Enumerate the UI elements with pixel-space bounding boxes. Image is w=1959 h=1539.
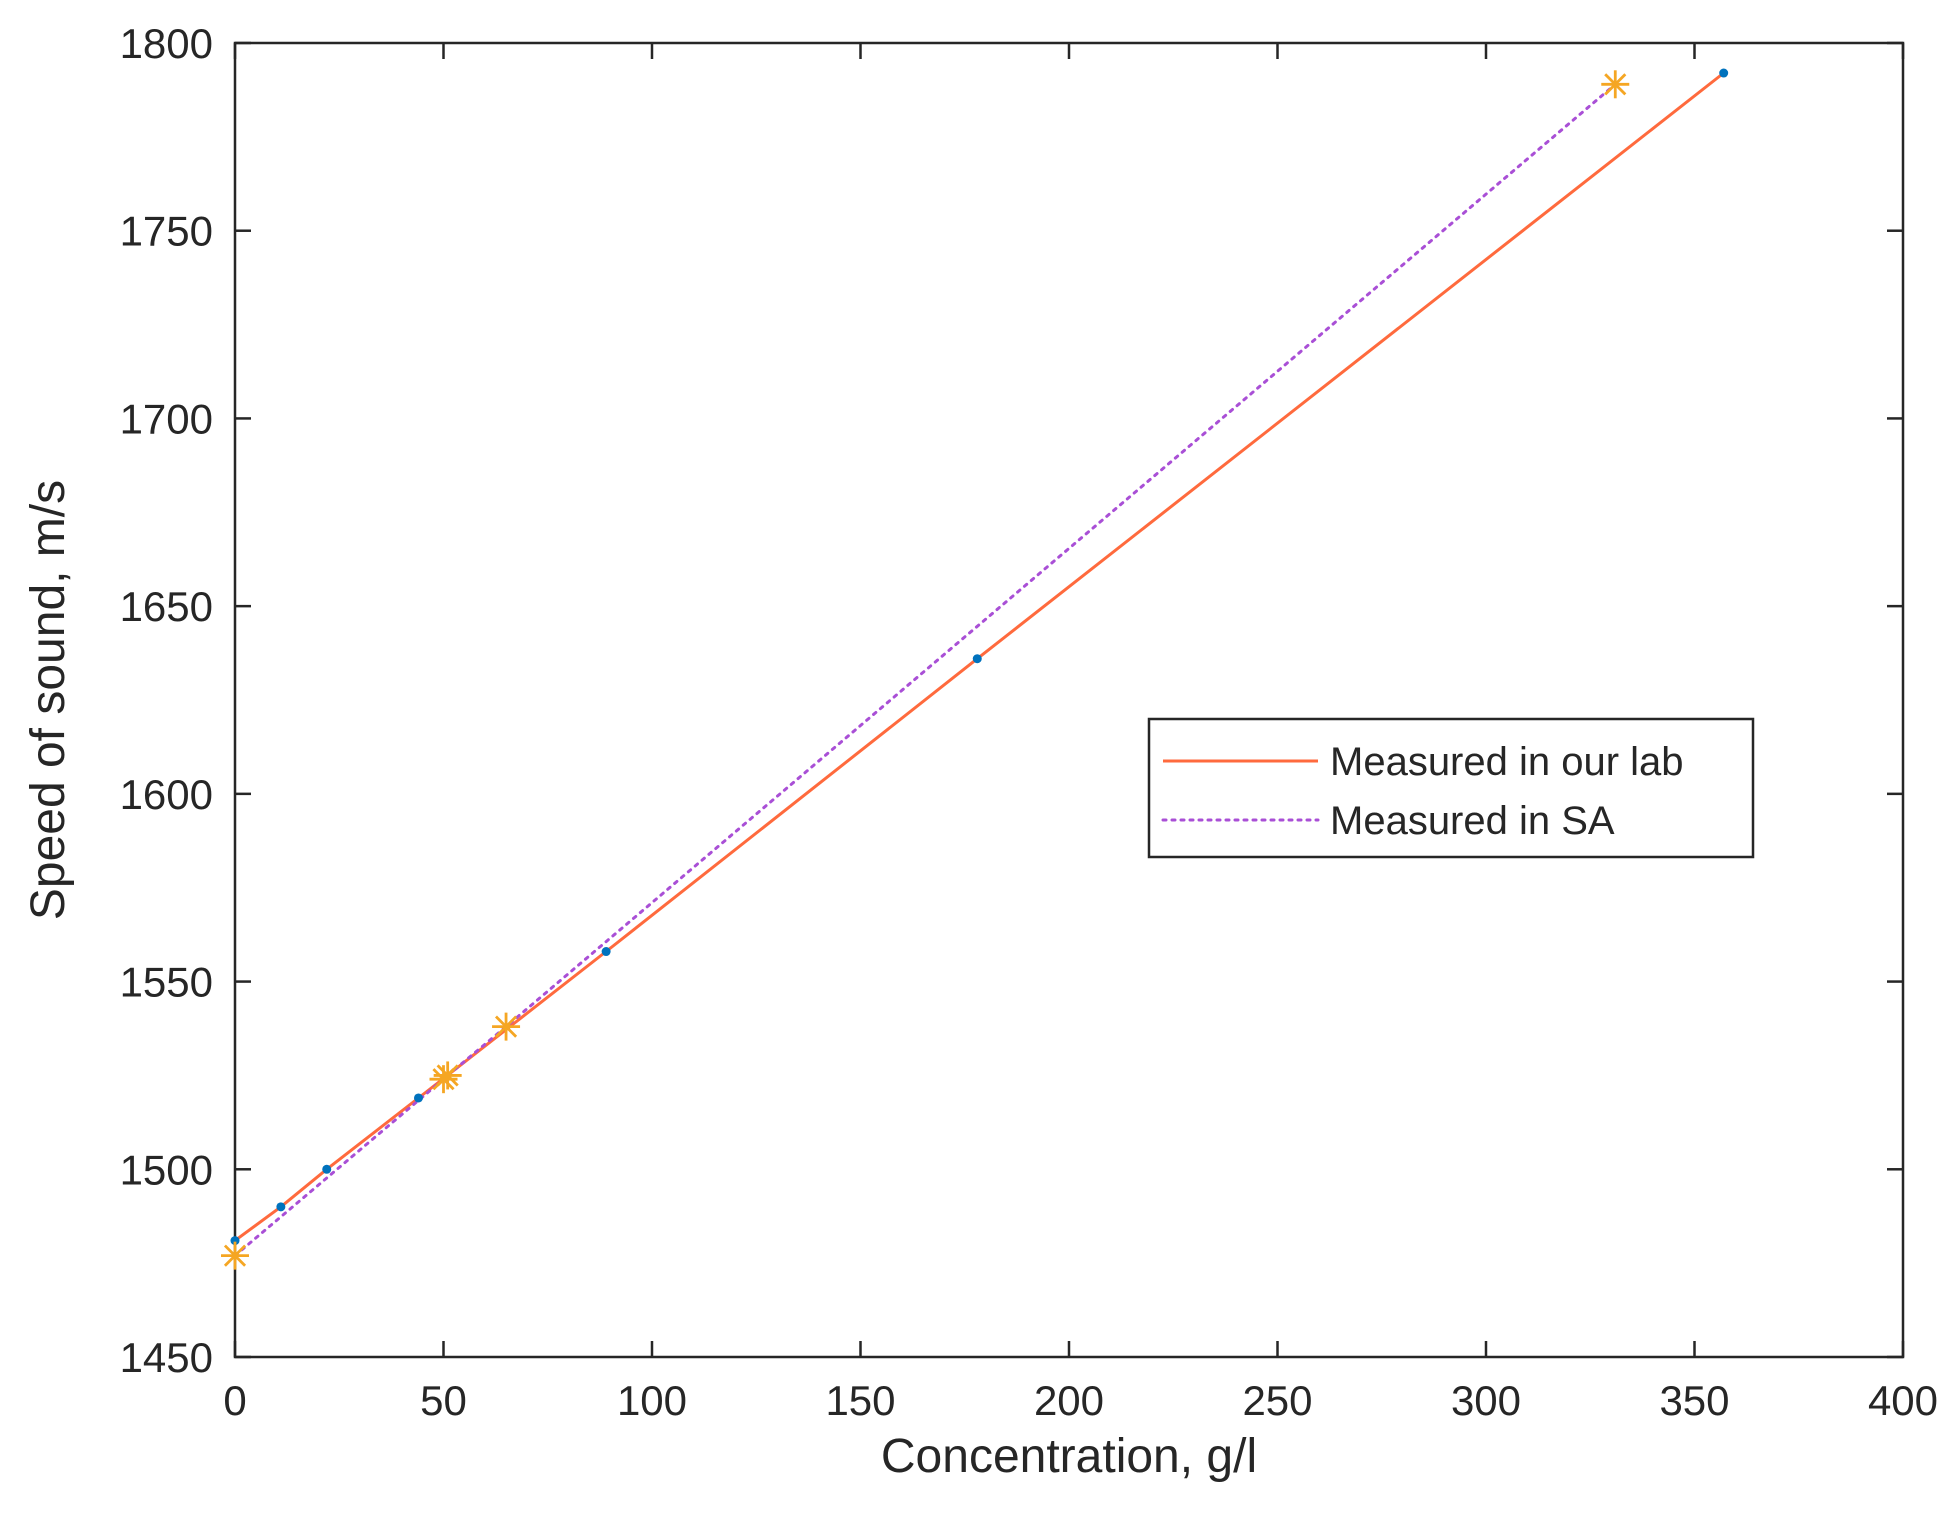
data-point (413, 1093, 423, 1103)
x-tick-label: 100 (617, 1377, 687, 1424)
x-tick-label: 350 (1659, 1377, 1729, 1424)
y-tick-label: 1450 (120, 1334, 213, 1381)
data-point (972, 654, 982, 664)
star-stroke (494, 1015, 518, 1038)
data-point (322, 1164, 332, 1174)
legend-label-sa: Measured in SA (1330, 799, 1615, 843)
y-tick-label: 1500 (120, 1146, 213, 1193)
data-point-star (433, 1061, 462, 1090)
y-tick-label: 1650 (120, 583, 213, 630)
y-tick-label: 1550 (120, 959, 213, 1006)
axis-ticks: 0 50 100 150 200 250 300 350 400 1450 1500 1550 1600… (120, 20, 1938, 1424)
x-tick-label: 400 (1868, 1377, 1938, 1424)
y-tick-label: 1600 (120, 771, 213, 818)
data-point (230, 1236, 240, 1246)
y-axis-label: Speed of sound, m/s (22, 480, 75, 920)
legend: Measured in our lab Measured in SA (1147, 717, 1755, 859)
legend-label-lab: Measured in our lab (1330, 740, 1684, 784)
x-axis-label: Concentration, g/l (881, 1430, 1257, 1483)
y-tick-label: 1700 (120, 395, 213, 442)
data-point (601, 947, 611, 957)
star-stroke (1604, 73, 1627, 96)
star-stroke (223, 1244, 247, 1267)
x-tick-label: 250 (1242, 1377, 1312, 1424)
data-point-star (492, 1012, 521, 1041)
plot-area (233, 41, 1905, 1359)
x-tick-label: 200 (1034, 1377, 1104, 1424)
y-tick-label: 1750 (120, 208, 213, 255)
x-tick-label: 50 (420, 1377, 467, 1424)
data-point-star (1601, 70, 1630, 99)
data-point (276, 1202, 286, 1212)
x-tick-label: 150 (825, 1377, 895, 1424)
data-point-star (221, 1241, 249, 1270)
data-point (1719, 68, 1729, 78)
star-stroke (436, 1064, 459, 1087)
legend-box (1147, 717, 1755, 859)
x-tick-label: 300 (1451, 1377, 1521, 1424)
y-tick-label: 1800 (120, 20, 213, 67)
x-tick-label: 0 (223, 1377, 246, 1424)
series-layer (221, 68, 1729, 1270)
